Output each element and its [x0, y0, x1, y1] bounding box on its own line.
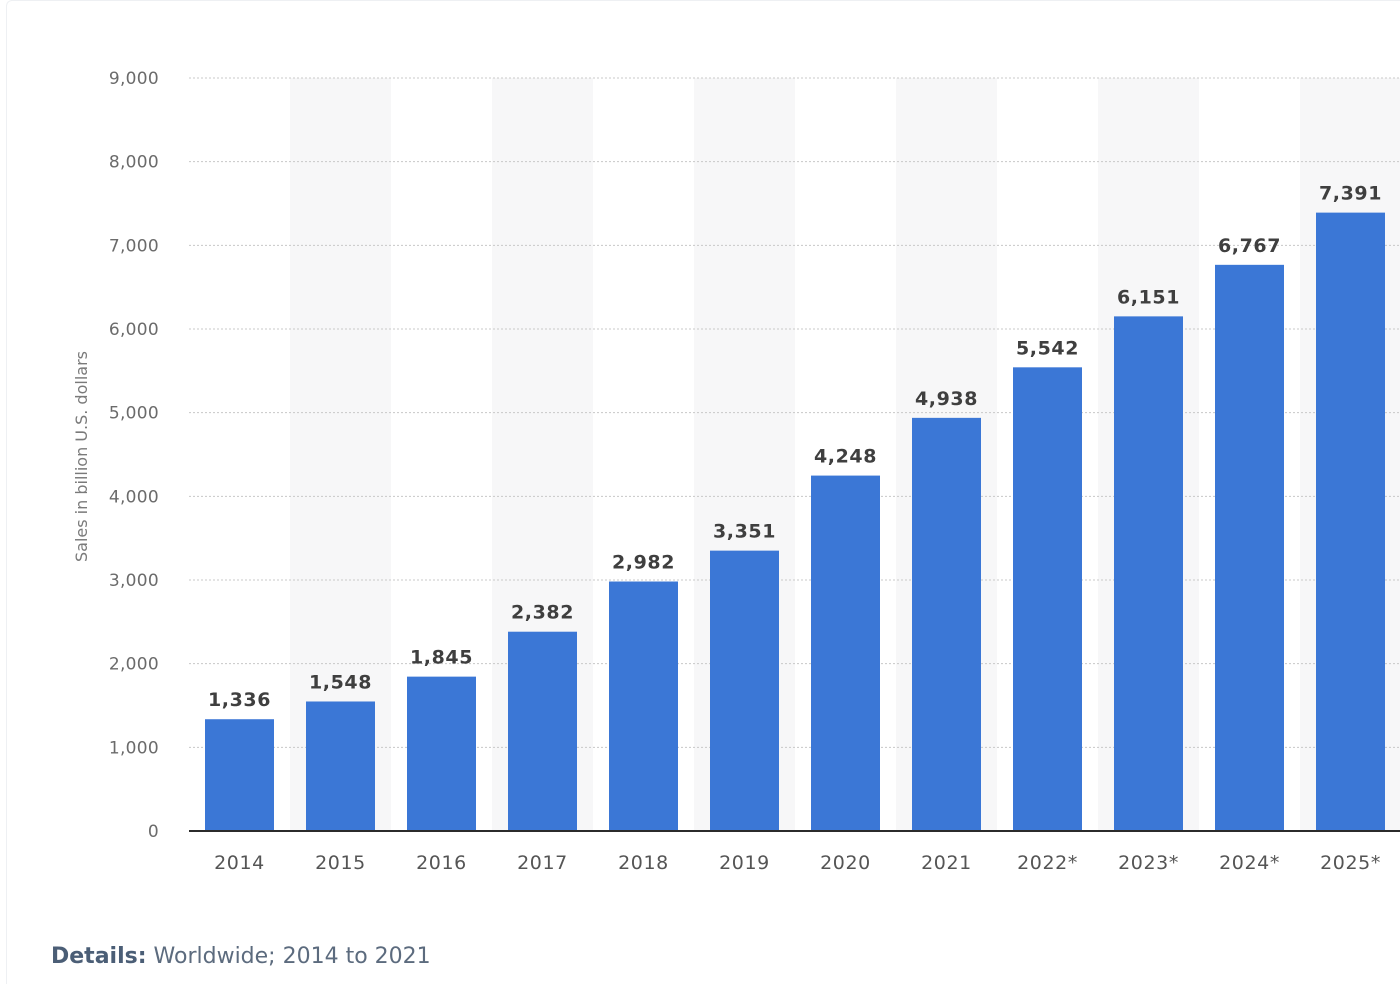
y-tick-label: 7,000 — [109, 236, 159, 256]
data-label: 1,548 — [309, 671, 372, 693]
bar — [306, 701, 375, 831]
x-tick-label: 2021 — [921, 852, 972, 874]
x-tick-label: 2017 — [517, 852, 568, 874]
y-tick-label: 3,000 — [109, 571, 159, 591]
data-label: 7,391 — [1319, 183, 1382, 205]
details-note: Details: Worldwide; 2014 to 2021 — [51, 944, 431, 969]
data-label: 5,542 — [1016, 337, 1079, 359]
x-tick-label: 2024* — [1219, 852, 1280, 874]
x-tick-label: 2023* — [1118, 852, 1179, 874]
bar — [1316, 212, 1385, 832]
data-label: 2,982 — [612, 552, 675, 574]
data-label: 4,938 — [915, 388, 978, 410]
y-tick-label: 1,000 — [109, 738, 159, 758]
y-tick-label: 9,000 — [109, 69, 159, 89]
data-label: 1,845 — [410, 647, 473, 669]
x-tick-label: 2014 — [214, 852, 265, 874]
bar-chart: 0 1,000 2,000 3,000 4,000 5,000 6,000 7,000 8,00… — [72, 69, 1400, 874]
chart-card: 0 1,000 2,000 3,000 4,000 5,000 6,000 7,000 8,00… — [6, 0, 1400, 984]
details-label: Details: — [51, 944, 147, 969]
x-tick-label: 2018 — [618, 852, 669, 874]
data-label: 4,248 — [814, 446, 877, 468]
data-label: 6,151 — [1117, 286, 1180, 308]
data-label: 2,382 — [511, 602, 574, 624]
bar — [609, 581, 678, 831]
y-tick-label: 4,000 — [109, 487, 159, 507]
bar — [205, 719, 274, 831]
gridlines — [189, 77, 1400, 748]
y-tick-label: 2,000 — [109, 655, 159, 675]
bar — [1215, 264, 1284, 832]
x-axis-ticks: 2014 2015 2016 2017 2018 2019 2020 2021 2022* 202… — [214, 852, 1381, 874]
bar — [811, 475, 880, 831]
y-tick-label: 0 — [148, 822, 159, 842]
x-tick-label: 2019 — [719, 852, 770, 874]
bar — [1114, 316, 1183, 831]
x-tick-label: 2020 — [820, 852, 871, 874]
bar — [912, 417, 981, 831]
x-tick-label: 2015 — [315, 852, 366, 874]
data-label: 1,336 — [208, 689, 271, 711]
x-tick-label: 2022* — [1017, 852, 1078, 874]
details-text: Worldwide; 2014 to 2021 — [153, 944, 431, 969]
y-tick-label: 5,000 — [109, 404, 159, 424]
y-axis-ticks: 0 1,000 2,000 3,000 4,000 5,000 6,000 7,000 8,00… — [109, 69, 159, 842]
y-tick-label: 6,000 — [109, 320, 159, 340]
x-tick-label: 2016 — [416, 852, 467, 874]
x-tick-label: 2025* — [1320, 852, 1381, 874]
data-label: 3,351 — [713, 521, 776, 543]
bar — [407, 676, 476, 831]
bar — [1013, 367, 1082, 831]
bar — [710, 550, 779, 831]
data-labels: 1,336 1,548 1,845 2,382 2,982 3,351 4,248 4,938… — [208, 183, 1382, 712]
bars — [205, 212, 1385, 832]
data-label: 6,767 — [1218, 235, 1281, 257]
y-tick-label: 8,000 — [109, 153, 159, 173]
y-axis-title: Sales in billion U.S. dollars — [72, 351, 91, 562]
bar — [508, 631, 577, 831]
